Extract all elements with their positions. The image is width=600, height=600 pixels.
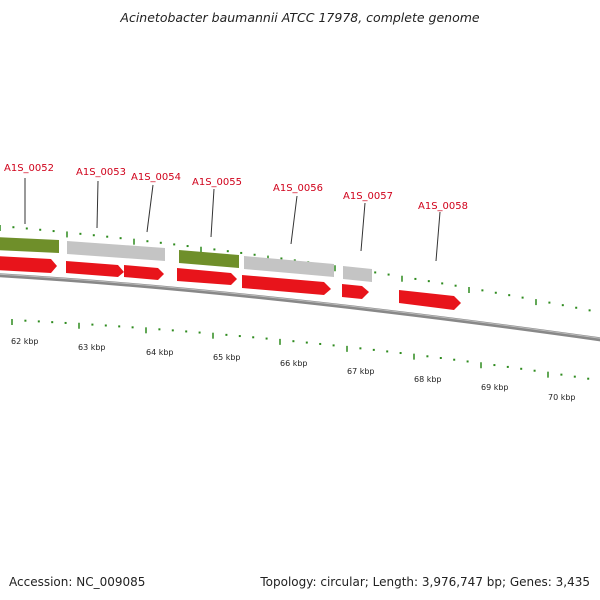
- cds-arrow: [177, 268, 237, 285]
- gene-label[interactable]: A1S_0057: [343, 191, 393, 202]
- scale-label: 63 kbp: [78, 343, 106, 352]
- cds-arrow: [242, 275, 331, 295]
- gene-label[interactable]: A1S_0052: [4, 163, 54, 174]
- cds-arrow: [0, 256, 57, 273]
- gene-leader-lines: [24, 178, 441, 262]
- outer-tick-ring: [0, 225, 591, 312]
- feature-block-gray: [343, 266, 372, 282]
- scale-label: 62 kbp: [11, 337, 39, 346]
- cds-track: [0, 256, 461, 310]
- gene-label[interactable]: A1S_0056: [273, 183, 323, 194]
- feature-block-green: [179, 250, 239, 268]
- scale-label: 70 kbp: [548, 393, 576, 402]
- cds-arrow: [66, 261, 124, 277]
- accession-text: Accession: NC_009085: [9, 575, 146, 589]
- gene-label[interactable]: A1S_0055: [192, 177, 242, 188]
- genome-backbone: [0, 273, 600, 342]
- scale-label: 67 kbp: [347, 367, 375, 376]
- feature-block-gray: [244, 256, 334, 277]
- genome-backbone-highlight: [0, 273, 600, 339]
- map-title: Acinetobacter baumannii ATCC 17978, comp…: [120, 10, 480, 25]
- scale-label: 66 kbp: [280, 359, 308, 368]
- scale-label: 65 kbp: [213, 353, 241, 362]
- cds-arrow: [399, 290, 461, 310]
- gene-label[interactable]: A1S_0058: [418, 201, 468, 212]
- scale-label: 68 kbp: [414, 375, 442, 384]
- feature-block-green: [0, 237, 59, 253]
- feature-track: [0, 237, 372, 282]
- gene-label[interactable]: A1S_0054: [131, 172, 181, 183]
- scale-tick-ring: [11, 319, 590, 380]
- scale-label: 64 kbp: [146, 348, 174, 357]
- cds-arrow: [342, 284, 369, 299]
- scale-label: 69 kbp: [481, 383, 509, 392]
- feature-block-gray: [67, 241, 165, 261]
- topology-summary: Topology: circular; Length: 3,976,747 bp…: [260, 575, 590, 589]
- gene-label[interactable]: A1S_0053: [76, 167, 126, 178]
- cds-arrow: [124, 265, 164, 280]
